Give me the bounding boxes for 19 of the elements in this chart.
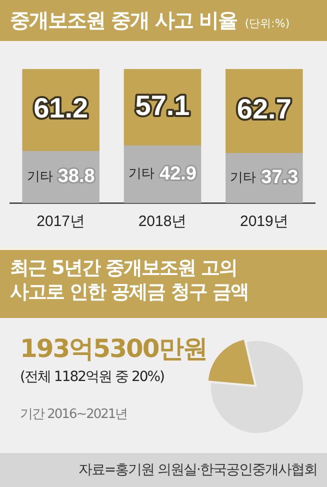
chart-title: 중개보조원 중개 사고 비율 [10,8,237,32]
x-tick-label: 2019년 [240,213,288,230]
chart-subtitle: (단위:%) [244,17,290,30]
chart-title: 최근 5년간 중개보조원 고의 사고로 인한 공제금 청구 금액 [0,250,327,318]
data-label: 38.8 [58,166,95,188]
data-label: 37.3 [261,167,298,188]
data-label: 42.9 [160,163,196,184]
data-label: 57.1 [135,90,190,121]
text: 기타 [26,169,53,184]
text: 자료=홍기원 의원실·한국공인중개사협회 [0,453,327,487]
data-label: 61.2 [34,92,88,124]
text: 기간 2016~2021년 [20,406,128,423]
data-label: 62.7 [236,94,292,125]
x-tick-label: 2017년 [36,213,86,230]
text: (전체 1182억원 중 20%) [20,368,164,386]
x-tick-label: 2018년 [138,213,187,230]
series-label: 기타 [230,170,256,186]
text: 기타 [128,166,155,182]
text: 193억5300만원 [20,333,207,365]
